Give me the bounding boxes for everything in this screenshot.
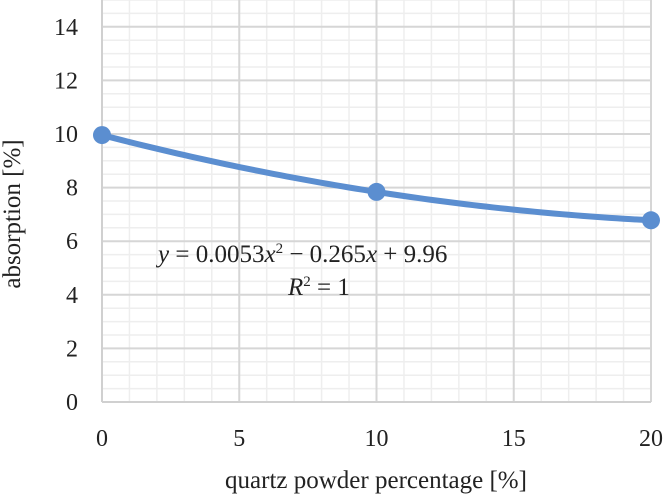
data-point-marker — [642, 211, 660, 230]
y-tick-label: 0 — [66, 390, 78, 416]
x-tick-label: 10 — [365, 426, 389, 452]
data-point-marker — [93, 126, 111, 145]
x-axis-ticks: 0 5 10 15 20 — [96, 426, 663, 452]
data-point-marker — [367, 182, 386, 201]
y-tick-label: 10 — [54, 122, 78, 148]
r-squared-label: R2 = 1 — [287, 274, 350, 301]
y-tick-label: 4 — [66, 283, 78, 309]
y-axis-label: absorption [%] — [0, 139, 26, 288]
trendline-equation: y = 0.0053x2 − 0.265x + 9.96 — [155, 241, 447, 268]
x-axis-label: quartz powder percentage [%] — [225, 467, 527, 494]
y-tick-label: 12 — [54, 68, 78, 94]
y-tick-label: 8 — [66, 176, 78, 202]
x-tick-label: 15 — [502, 426, 526, 452]
x-tick-label: 5 — [233, 426, 245, 452]
y-tick-label: 2 — [66, 336, 78, 362]
y-axis-ticks: 0 2 4 6 8 10 12 14 — [54, 15, 78, 416]
plot-area-border — [101, 0, 651, 403]
y-tick-label: 6 — [66, 229, 78, 255]
y-tick-label: 14 — [54, 15, 78, 41]
x-tick-label: 0 — [96, 426, 108, 452]
x-tick-label: 20 — [639, 426, 663, 452]
data-series-absorption — [93, 126, 660, 230]
